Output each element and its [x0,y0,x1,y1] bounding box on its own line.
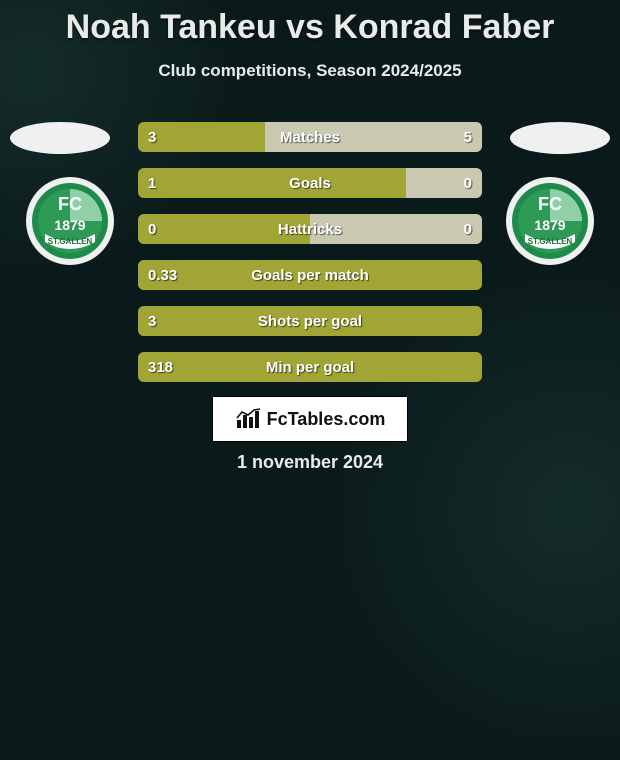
stat-bar-right [265,122,482,152]
svg-text:ST.GALLEN: ST.GALLEN [48,237,93,246]
stat-bar-left [138,122,265,152]
page-subtitle: Club competitions, Season 2024/2025 [0,61,620,81]
comparison-bars: 35Matches 10Goals 00Hattricks 0.33Goals per… [138,122,482,398]
svg-text:1879: 1879 [54,217,85,233]
club-logo-left: FC 1879 ST.GALLEN [25,176,115,266]
stat-bar-left [138,306,482,336]
stat-bar-left [138,168,406,198]
stat-bar-right [310,214,482,244]
stat-row: 00Hattricks [138,214,482,244]
stat-bar-left [138,352,482,382]
page-title: Noah Tankeu vs Konrad Faber [0,0,620,47]
chart-icon [235,408,261,430]
footer-date: 1 november 2024 [0,452,620,473]
stat-row: 3Shots per goal [138,306,482,336]
stat-row: 10Goals [138,168,482,198]
stat-bar-left [138,260,482,290]
svg-text:FC: FC [538,194,562,214]
stat-row: 318Min per goal [138,352,482,382]
footer-brand-text: FcTables.com [267,409,386,430]
svg-text:ST.GALLEN: ST.GALLEN [528,237,573,246]
stat-row: 0.33Goals per match [138,260,482,290]
svg-text:FC: FC [58,194,82,214]
club-logo-right: FC 1879 ST.GALLEN [505,176,595,266]
svg-text:1879: 1879 [534,217,565,233]
footer-banner: FcTables.com [212,396,408,442]
stat-row: 35Matches [138,122,482,152]
player-right-ellipse [510,122,610,154]
stat-bar-right [406,168,482,198]
player-left-ellipse [10,122,110,154]
stat-bar-left [138,214,310,244]
